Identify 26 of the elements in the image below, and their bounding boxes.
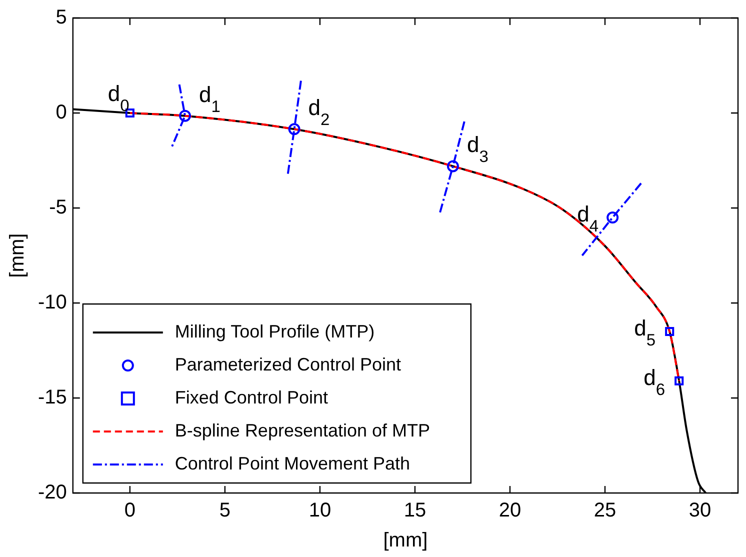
y-axis-title: [mm] xyxy=(6,233,29,278)
x-tick-label: 10 xyxy=(308,500,332,522)
x-tick-label: 15 xyxy=(404,500,426,522)
y-tick-label: 0 xyxy=(56,102,67,124)
point xyxy=(288,123,300,136)
legend-label: Fixed Control Point xyxy=(174,387,328,408)
y-tick-label: -5 xyxy=(49,196,67,219)
point xyxy=(446,160,459,172)
x-tick-label: 5 xyxy=(219,500,230,522)
legend-label: Control Point Movement Path xyxy=(174,453,410,474)
point xyxy=(606,212,619,224)
y-tick-label: 5 xyxy=(56,6,67,29)
point xyxy=(674,376,684,386)
x-tick-label: 20 xyxy=(498,500,522,522)
legend-label: B-spline Representation of MTP xyxy=(174,420,430,440)
legend-label: Parameterized Control Point xyxy=(174,354,402,374)
y-tick-label: -20 xyxy=(38,482,67,504)
x-tick-label: 30 xyxy=(688,500,712,522)
legend-label: Milling Tool Profile (MTP) xyxy=(174,321,375,342)
point xyxy=(179,110,192,122)
x-tick-label: 25 xyxy=(594,500,616,522)
x-tick-label: 0 xyxy=(124,500,136,522)
y-tick-label: -10 xyxy=(38,292,67,314)
point xyxy=(665,326,674,336)
y-tick-label: -15 xyxy=(38,386,67,409)
x-axis-title: [mm] xyxy=(383,530,428,552)
